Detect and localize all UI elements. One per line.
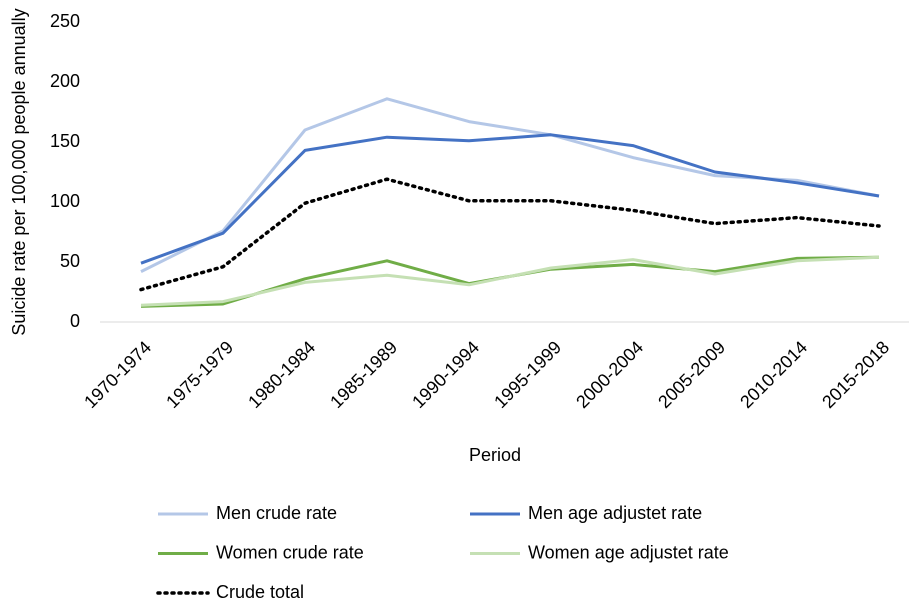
x-tick-label: 2000-2004 bbox=[572, 337, 647, 412]
legend-label: Crude total bbox=[216, 582, 304, 602]
legend-label: Women age adjustet rate bbox=[528, 542, 729, 562]
legend-label: Men age adjustet rate bbox=[528, 503, 702, 523]
y-tick-label: 250 bbox=[50, 11, 80, 31]
x-tick-label: 2005-2009 bbox=[654, 337, 729, 412]
x-tick-label: 1975-1979 bbox=[162, 337, 237, 412]
series-line bbox=[139, 177, 881, 292]
x-axis-title: Period bbox=[469, 445, 521, 465]
x-tick-label: 1990-1994 bbox=[408, 337, 483, 412]
series-line bbox=[140, 255, 880, 307]
y-tick-label: 50 bbox=[60, 251, 80, 271]
series-line bbox=[140, 133, 880, 265]
y-tick-label: 0 bbox=[70, 311, 80, 331]
y-tick-label: 200 bbox=[50, 71, 80, 91]
y-tick-label: 100 bbox=[50, 191, 80, 211]
x-tick-label: 2010-2014 bbox=[736, 337, 811, 412]
x-tick-label: 1970-1974 bbox=[80, 337, 155, 412]
x-tick-label: 2015-2018 bbox=[818, 337, 893, 412]
legend-label: Men crude rate bbox=[216, 503, 337, 523]
x-tick-label: 1980-1984 bbox=[244, 337, 319, 412]
x-tick-label: 1985-1989 bbox=[326, 337, 401, 412]
y-tick-label: 150 bbox=[50, 131, 80, 151]
legend-label: Women crude rate bbox=[216, 542, 364, 562]
x-tick-label: 1995-1999 bbox=[490, 337, 565, 412]
y-axis-title: Suicide rate per 100,000 people annually bbox=[9, 8, 29, 335]
